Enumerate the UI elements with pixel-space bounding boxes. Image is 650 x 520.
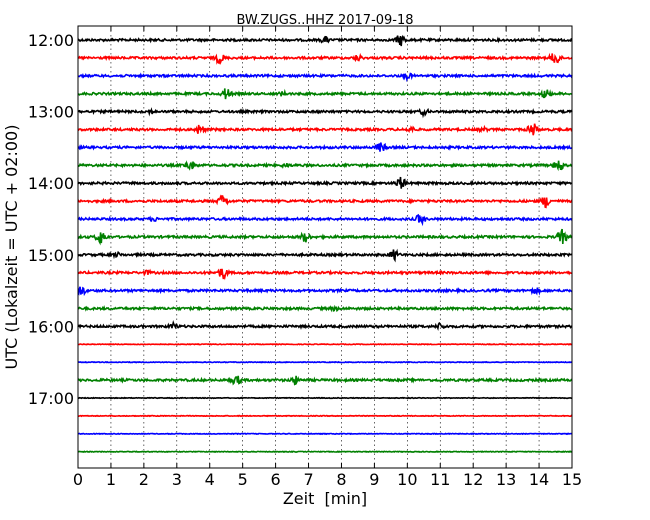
x-tick-label: 4 <box>205 470 215 489</box>
x-tick-label: 15 <box>562 470 582 489</box>
trace-1245 <box>77 88 573 100</box>
x-tick-label: 5 <box>238 470 248 489</box>
trace-1215 <box>77 52 573 65</box>
trace-1445 <box>77 228 573 246</box>
trace-1400 <box>77 176 573 189</box>
trace-1600 <box>77 319 573 331</box>
grid-lines <box>110 26 540 468</box>
trace-1500 <box>77 248 573 263</box>
x-tick-label: 12 <box>463 470 483 489</box>
trace-1430 <box>77 213 573 227</box>
x-tick-label: 13 <box>496 470 516 489</box>
trace-1530 <box>77 286 573 297</box>
trace-1745 <box>77 450 573 454</box>
trace-1615 <box>77 342 573 346</box>
x-axis-label: Zeit [min] <box>283 489 367 508</box>
plot-frame <box>77 25 573 469</box>
axis-ticks: 0 1 2 3 4 5 6 7 8 9 10 11 12 13 14 1512:0013:0014:0015:… <box>28 26 582 489</box>
trace-1630 <box>77 360 573 364</box>
y-tick-label: 13:00 <box>28 103 74 122</box>
chart-title: BW.ZUGS..HHZ 2017-09-18 <box>236 13 413 28</box>
x-tick-label: 11 <box>430 470 450 489</box>
x-tick-label: 1 <box>106 470 116 489</box>
y-tick-label: 12:00 <box>28 31 74 50</box>
trace-1230 <box>77 72 573 83</box>
x-tick-label: 2 <box>139 470 149 489</box>
trace-1415 <box>77 194 573 209</box>
x-tick-label: 6 <box>271 470 281 489</box>
y-tick-label: 15:00 <box>28 246 74 265</box>
trace-1200 <box>77 34 573 47</box>
trace-1700 <box>77 396 573 400</box>
trace-1545 <box>77 304 573 313</box>
x-tick-label: 9 <box>369 470 379 489</box>
x-tick-label: 7 <box>303 470 313 489</box>
x-tick-label: 10 <box>397 470 417 489</box>
seismic-traces <box>77 34 573 454</box>
trace-1345 <box>77 160 572 172</box>
trace-1730 <box>77 432 573 436</box>
y-tick-label: 17:00 <box>28 389 74 408</box>
trace-1300 <box>77 107 573 119</box>
x-tick-label: 8 <box>336 470 346 489</box>
trace-1715 <box>78 414 573 418</box>
trace-1515 <box>77 268 573 281</box>
trace-1315 <box>77 123 573 136</box>
y-axis-label: UTC (Lokalzeit = UTC + 02:00) <box>2 125 21 370</box>
x-tick-label: 3 <box>172 470 182 489</box>
y-tick-label: 16:00 <box>28 317 74 336</box>
y-tick-label: 14:00 <box>28 174 74 193</box>
trace-1330 <box>77 142 573 152</box>
x-tick-label: 14 <box>529 470 549 489</box>
x-tick-label: 0 <box>73 470 83 489</box>
trace-1645 <box>77 375 573 386</box>
